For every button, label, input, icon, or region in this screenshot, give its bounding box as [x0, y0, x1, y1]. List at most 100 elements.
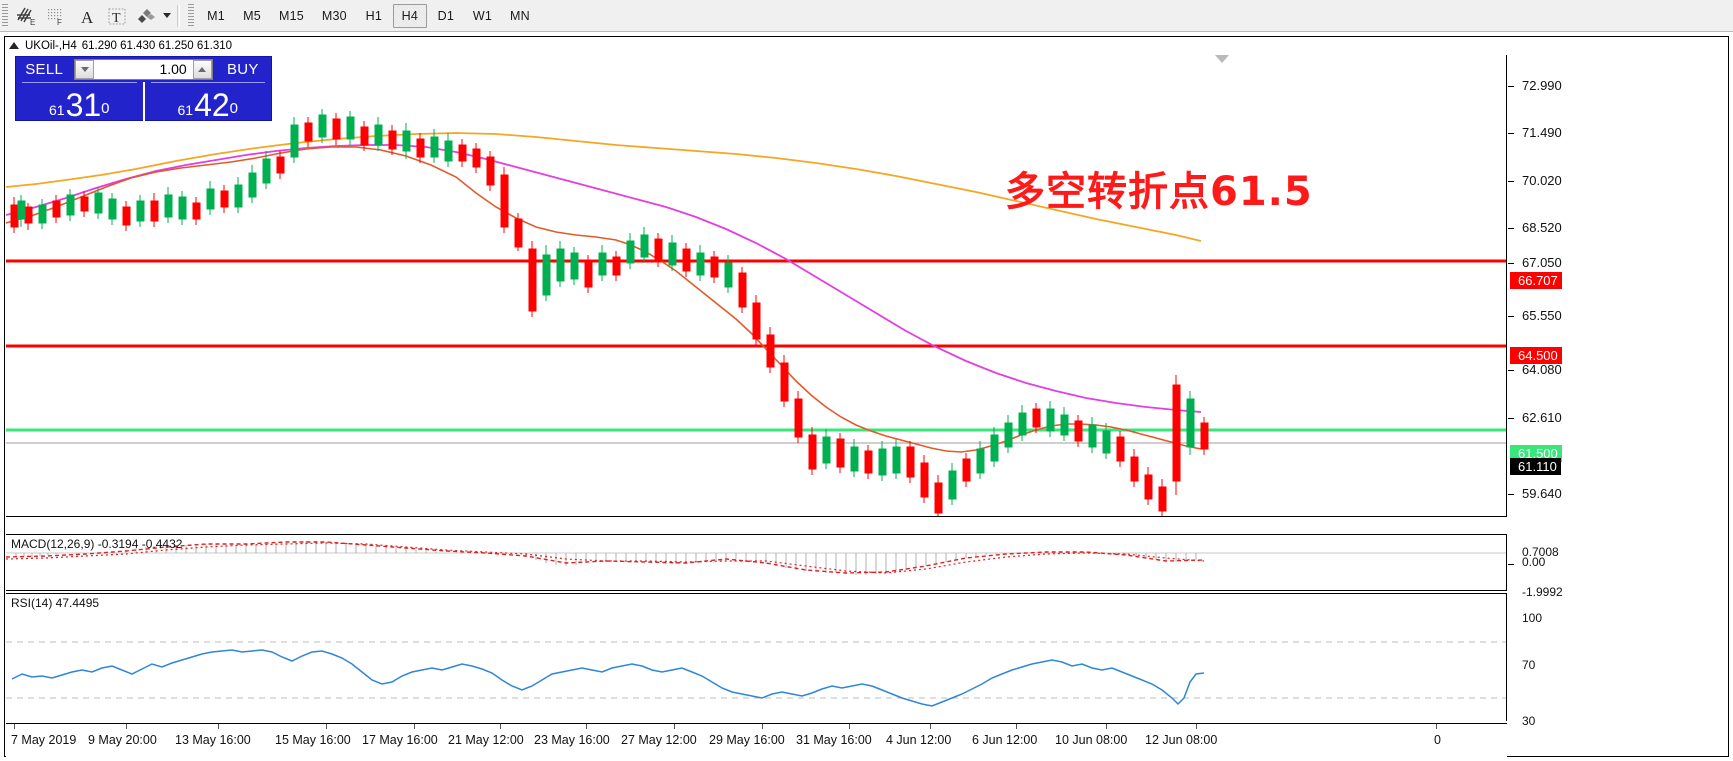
price-badge-64500: 64.500 — [1510, 347, 1562, 364]
macd-label-bottom: -1.9992 — [1522, 585, 1563, 599]
macd-indicator-pane[interactable]: MACD(12,26,9) -0.3194 -0.4432 — [6, 534, 1507, 591]
timeframe-h1[interactable]: H1 — [365, 8, 383, 23]
text-label-icon[interactable]: A — [73, 3, 101, 29]
chart-annotation-text: 多空转折点61.5 — [1005, 169, 1313, 215]
volume-increment-button[interactable] — [192, 60, 212, 79]
svg-text:T: T — [112, 11, 121, 26]
x-tick — [126, 724, 127, 729]
fibonacci-grid-icon[interactable]: F — [43, 3, 71, 29]
timeframe-d1[interactable]: D1 — [437, 8, 455, 23]
macd-label-zero: 0.00 — [1522, 555, 1546, 569]
ma-orange-line — [6, 132, 1202, 242]
price-badge-66707: 66.707 — [1510, 272, 1562, 289]
x-tick — [849, 724, 850, 729]
y-tick — [1508, 133, 1514, 134]
one-click-trading-panel[interactable]: SELL 1.00 BUY 61 31 0 61 42 0 — [15, 56, 272, 122]
y-tick — [1508, 228, 1514, 229]
macd-label-top: 0.7008 — [1522, 545, 1559, 559]
price-chart-pane[interactable] — [6, 55, 1507, 517]
price-badge-61110: 61.110 — [1510, 458, 1561, 475]
chart-ohlc-label: 61.290 61.430 61.250 61.310 — [81, 39, 233, 52]
ma-magenta-line — [6, 144, 1202, 413]
y-label-70020: 70.020 — [1522, 173, 1562, 188]
x-label-13: 12 Jun 08:00 — [1145, 733, 1218, 747]
rsi-label-100: 100 — [1522, 611, 1543, 625]
y-label-68520: 68.520 — [1522, 220, 1562, 235]
timeframe-mn[interactable]: MN — [510, 8, 530, 23]
x-label-7: 27 May 12:00 — [621, 733, 697, 747]
y-tick — [1508, 494, 1514, 495]
x-label-5: 21 May 12:00 — [448, 733, 524, 747]
chart-scroll-marker-icon[interactable] — [1215, 55, 1229, 63]
y-label-62610: 62.610 — [1522, 410, 1562, 425]
main-toolbar: E F A T — [0, 0, 1733, 32]
x-tick — [14, 724, 15, 729]
volume-input[interactable]: 1.00 — [94, 60, 193, 79]
y-label-64080: 64.080 — [1522, 362, 1562, 377]
trade-panel-price-row: 61 31 0 61 42 0 — [16, 82, 271, 122]
y-label-72990: 72.990 — [1522, 78, 1562, 93]
x-label-8: 29 May 16:00 — [709, 733, 785, 747]
buy-button[interactable]: BUY — [226, 61, 259, 78]
macd-tick-zero — [1508, 564, 1514, 565]
x-tick — [930, 724, 931, 729]
y-tick — [1508, 86, 1514, 87]
text-box-icon[interactable]: T — [103, 3, 131, 29]
sell-button[interactable]: SELL — [25, 61, 64, 78]
x-tick — [1016, 724, 1017, 729]
x-tick — [674, 724, 675, 729]
x-label-6: 23 May 16:00 — [534, 733, 610, 747]
buy-price-prefix: 61 — [177, 102, 194, 118]
x-tick — [1196, 724, 1197, 729]
chart-collapse-arrow-icon[interactable] — [9, 42, 19, 49]
x-tick — [1106, 724, 1107, 729]
price-chart-svg — [6, 109, 1506, 516]
ma-red-line — [6, 146, 1202, 453]
x-tick — [414, 724, 415, 729]
timeframe-m1[interactable]: M1 — [207, 8, 225, 23]
toolbar-grip[interactable] — [2, 3, 8, 28]
macd-signal-line — [6, 542, 1205, 574]
rsi-label-70: 70 — [1522, 658, 1536, 672]
timeframe-m15[interactable]: M15 — [279, 8, 304, 23]
price-badge-61500: 61.500 — [1510, 445, 1562, 462]
x-label-11: 6 Jun 12:00 — [972, 733, 1038, 747]
y-label-65550: 65.550 — [1522, 308, 1562, 323]
timeframe-grip[interactable] — [188, 3, 194, 28]
chart-window[interactable]: UKOil-,H4 61.290 61.430 61.250 61.310 — [4, 36, 1729, 757]
x-label-zero: 0 — [1434, 733, 1441, 747]
price-axis[interactable]: 72.990 71.490 70.020 68.520 67.050 66.70… — [1508, 55, 1728, 727]
timeframe-m5[interactable]: M5 — [243, 8, 261, 23]
y-tick — [1508, 418, 1514, 419]
x-tick — [586, 724, 587, 729]
timeframe-m30[interactable]: M30 — [321, 8, 347, 23]
x-tick — [500, 724, 501, 729]
x-label-3: 15 May 16:00 — [275, 733, 351, 747]
expert-advisor-icon[interactable]: E — [13, 3, 41, 29]
objects-icon[interactable] — [133, 3, 161, 29]
timeframe-w1[interactable]: W1 — [472, 8, 492, 23]
volume-stepper[interactable]: 1.00 — [74, 59, 213, 80]
x-tick — [1436, 724, 1437, 729]
macd-caption: MACD(12,26,9) -0.3194 -0.4432 — [11, 537, 183, 551]
buy-price-main: 42 — [194, 87, 230, 123]
y-tick — [1508, 316, 1514, 317]
macd-main-line — [6, 541, 1205, 574]
rsi-indicator-pane[interactable]: RSI(14) 47.4495 — [6, 593, 1507, 721]
y-tick — [1508, 181, 1514, 182]
candlestick-series — [10, 109, 1209, 516]
buy-price-fraction: 0 — [229, 100, 238, 117]
x-label-9: 31 May 16:00 — [796, 733, 872, 747]
macd-histogram — [15, 541, 1197, 575]
timeframe-h4[interactable]: H4 — [392, 3, 427, 28]
sell-price-main: 31 — [65, 87, 102, 123]
sell-price-display[interactable]: 61 31 0 — [16, 82, 143, 122]
buy-price-display[interactable]: 61 42 0 — [142, 82, 272, 123]
objects-dropdown-arrow-icon[interactable] — [163, 13, 171, 18]
rsi-line — [11, 649, 1205, 707]
y-tick — [1508, 370, 1514, 371]
macd-svg — [6, 541, 1506, 575]
time-axis[interactable]: 7 May 2019 9 May 20:00 13 May 16:00 15 M… — [6, 723, 1507, 757]
volume-decrement-button[interactable] — [75, 60, 95, 79]
chevron-down-icon — [80, 67, 89, 72]
